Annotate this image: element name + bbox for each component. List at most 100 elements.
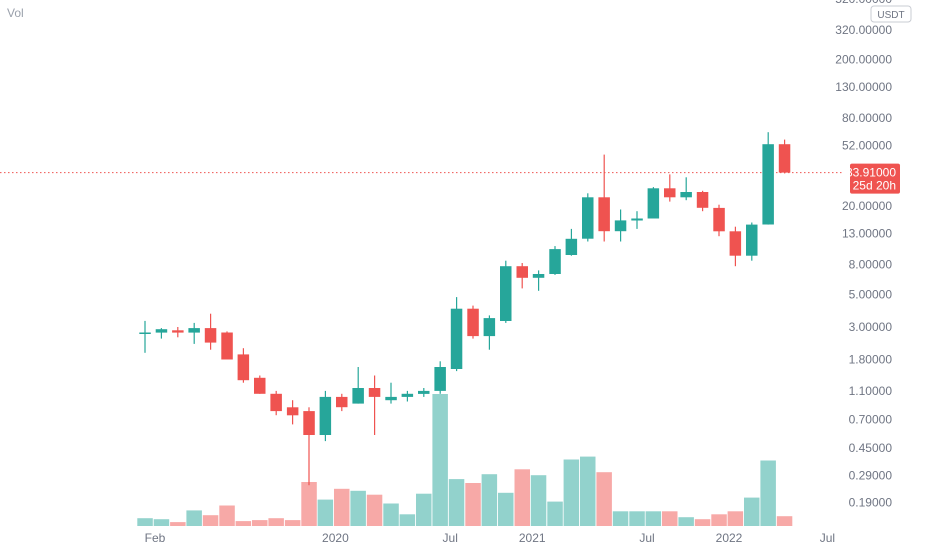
volume-bar [530,475,547,526]
candle-body [188,328,200,333]
candle [532,270,545,291]
candle [172,327,184,338]
candle [500,260,512,323]
volume-bar [317,499,334,526]
candle [778,139,791,174]
y-tick-label: 1.10000 [849,384,893,398]
candle-body [483,318,496,337]
x-tick-label: Jul [639,531,654,545]
candle-body [450,308,463,369]
candle-body [155,329,168,333]
x-tick-label: 2021 [519,531,546,545]
candle-body [368,388,381,397]
volume-bar [580,456,596,526]
volume-bar [727,511,744,526]
y-tick-label: 0.29000 [849,469,893,483]
y-tick-label: 320.00000 [835,23,892,37]
volume-bar [301,482,317,526]
candle-body [762,144,774,225]
volume-bars [137,394,793,526]
y-tick-label: 0.70000 [849,413,893,427]
volume-bar [186,510,202,526]
volume-bar [170,522,186,526]
y-tick-label: 5.00000 [849,288,893,302]
volume-bar [432,394,448,526]
y-tick-label: 8.00000 [849,258,893,272]
volume-bar [694,519,711,526]
candle [680,177,692,201]
volume-bar [416,493,432,526]
current-price-label: 33.91000 [846,166,896,180]
volume-bar [448,479,465,526]
volume-bar [334,488,350,526]
candle [729,226,742,267]
candle-body [434,367,446,391]
candle [647,187,660,219]
volume-bar [465,483,481,526]
candle-body [778,144,791,173]
y-tick-label: 13.00000 [842,227,892,241]
candle-body [680,192,692,198]
candle-body [303,411,315,435]
candle [582,193,594,242]
candle [401,390,414,402]
x-tick-label: Jul [443,531,458,545]
volume-bar [645,511,662,526]
candle-body [500,266,512,321]
candle [286,400,299,425]
candle-body [172,330,184,333]
candle-body [270,393,282,412]
candle-body [139,332,151,334]
volume-bar [563,459,580,526]
candle-body [319,396,332,435]
candle-body [286,407,299,416]
y-tick-label: 0.19000 [849,496,893,510]
candle-body [352,388,364,404]
y-tick-label: 80.00000 [842,111,892,125]
candle [188,322,200,344]
y-tick-label: 3.00000 [849,320,893,334]
candle [598,154,610,242]
volume-bar [268,518,284,526]
candle [336,393,348,412]
candle-body [582,197,594,239]
volume-bar [202,515,219,526]
candle [614,209,627,242]
volume-bar [760,460,776,526]
candle-body [385,396,397,401]
candle-body [204,328,217,343]
y-tick-label: 52.00000 [842,138,892,152]
candle-body [418,390,430,394]
candle [565,228,578,256]
candle [352,367,364,404]
candle [221,331,233,360]
y-tick-label: 520.00000 [835,0,892,6]
volume-bar [711,514,727,526]
candle [237,348,250,383]
volume-bar [612,511,629,526]
candle-body [336,396,348,408]
candle [549,246,561,275]
current-price-badge [850,163,900,194]
candle [483,315,496,350]
candle-body [532,274,545,278]
volume-bar [350,490,366,526]
y-tick-label: 20.00000 [842,199,892,213]
candle [368,375,381,435]
x-tick-label: Jul [820,531,835,545]
volume-bar [776,516,793,526]
y-axis: 520.00000 320.00000 200.00000 130.00000 80.0… [835,0,912,510]
candle-body [729,231,742,256]
volume-bar [219,505,235,526]
y-tick-label: 200.00000 [835,53,892,67]
candle [270,390,282,416]
volume-bar [629,511,645,526]
volume-bar [547,501,563,526]
candles [139,132,791,486]
currency-box[interactable] [870,5,912,23]
candle-body [221,332,233,360]
candle [434,361,446,394]
candle-body [664,188,676,198]
volume-bar [399,514,416,526]
